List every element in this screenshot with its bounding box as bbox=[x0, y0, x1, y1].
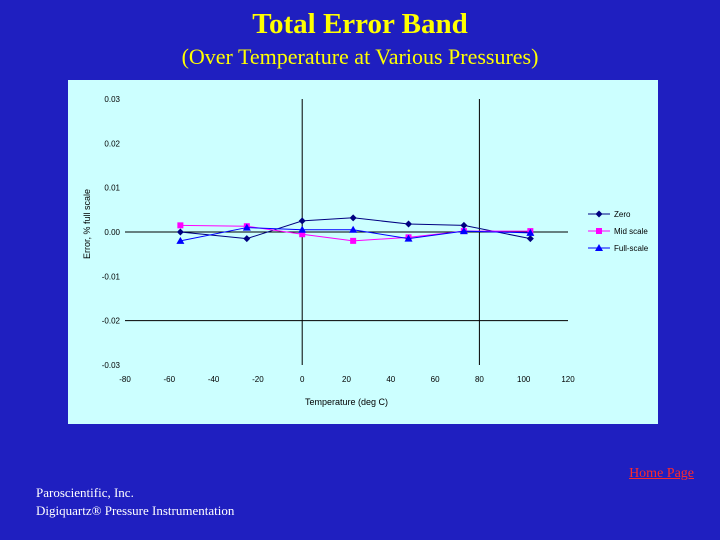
chart-panel: 0.03 0.02 0.01 0.00 -0.01 -0.02 -0.03 -80 -60 -40… bbox=[68, 80, 658, 424]
data-point bbox=[405, 220, 413, 228]
legend-label-2: Full-scale bbox=[614, 244, 649, 253]
data-point bbox=[242, 223, 251, 231]
legend-marker-2 bbox=[595, 244, 603, 251]
data-point bbox=[526, 235, 534, 243]
x-tick-label: 20 bbox=[342, 375, 351, 384]
company-tagline: Digiquartz® Pressure Instrumentation bbox=[36, 503, 235, 518]
data-point bbox=[350, 237, 357, 244]
company-name: Paroscientific, Inc. bbox=[36, 485, 134, 500]
y-tick-label: -0.02 bbox=[102, 317, 121, 326]
data-point bbox=[298, 217, 306, 225]
y-tick-label: 0.03 bbox=[104, 95, 120, 104]
x-tick-label: -20 bbox=[252, 375, 264, 384]
data-point bbox=[349, 214, 357, 222]
legend-label-0: Zero bbox=[614, 210, 631, 219]
x-axis-label: Temperature (deg C) bbox=[305, 397, 388, 407]
data-point bbox=[177, 222, 184, 229]
data-point bbox=[176, 236, 185, 244]
slide-title: Total Error Band bbox=[252, 8, 468, 40]
error-band-chart: 0.03 0.02 0.01 0.00 -0.01 -0.02 -0.03 -80 -60 -40… bbox=[82, 95, 649, 407]
slide-subtitle: (Over Temperature at Various Pressures) bbox=[181, 44, 539, 69]
y-tick-label: -0.03 bbox=[102, 361, 121, 370]
x-tick-label: -60 bbox=[164, 375, 176, 384]
footer: Paroscientific, Inc. Digiquartz® Pressur… bbox=[36, 484, 234, 520]
x-tick-label: 80 bbox=[475, 375, 484, 384]
data-point bbox=[349, 225, 358, 233]
x-tick-label: 60 bbox=[431, 375, 440, 384]
y-tick-label: 0.02 bbox=[104, 139, 120, 148]
x-tick-label: 100 bbox=[517, 375, 531, 384]
data-point bbox=[526, 228, 535, 236]
data-point bbox=[404, 234, 413, 242]
y-tick-label: -0.01 bbox=[102, 272, 121, 281]
x-tick-label: 0 bbox=[300, 375, 305, 384]
data-point bbox=[460, 221, 468, 229]
data-point bbox=[298, 225, 307, 233]
y-tick-label: 0.01 bbox=[104, 184, 120, 193]
x-tick-label: -80 bbox=[119, 375, 131, 384]
data-point bbox=[176, 228, 184, 236]
x-tick-label: 40 bbox=[386, 375, 395, 384]
y-tick-label: 0.00 bbox=[104, 228, 120, 237]
legend-label-1: Mid scale bbox=[614, 227, 648, 236]
x-tick-label: -40 bbox=[208, 375, 220, 384]
x-tick-label: 120 bbox=[561, 375, 575, 384]
legend-marker-1 bbox=[596, 228, 602, 234]
series-line-0 bbox=[180, 217, 531, 240]
home-page-link[interactable]: Home Page bbox=[629, 466, 694, 481]
y-axis-label: Error, % full scale bbox=[82, 189, 92, 259]
legend-marker-0 bbox=[595, 210, 603, 218]
data-point bbox=[459, 227, 468, 235]
data-point bbox=[243, 235, 251, 243]
data-point bbox=[299, 231, 306, 238]
